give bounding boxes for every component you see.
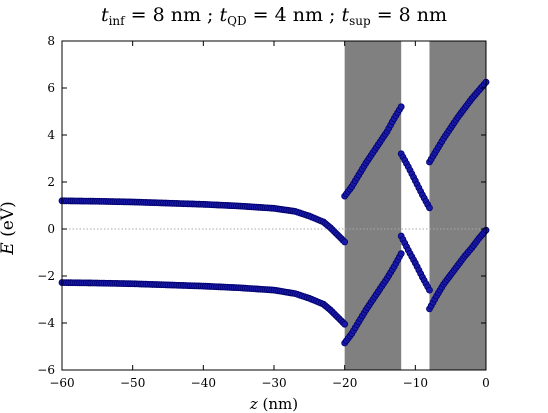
chart-title: tinf = 8 nm ; tQD = 4 nm ; tsup = 8 nm xyxy=(0,4,548,28)
title-part-qd: tQD = 4 nm ; xyxy=(219,4,342,28)
x-tick-label: −50 xyxy=(120,376,145,390)
x-tick-label: −40 xyxy=(191,376,216,390)
y-tick-label: −6 xyxy=(37,363,55,377)
y-tick-label: 2 xyxy=(47,175,55,189)
y-tick-label: −4 xyxy=(37,316,55,330)
shaded-region-0 xyxy=(344,41,402,370)
x-tick-label: −30 xyxy=(261,376,286,390)
y-tick-label: −2 xyxy=(37,269,55,283)
data-point xyxy=(426,204,433,212)
series-upper-sup xyxy=(426,78,490,166)
title-part-sup: tsup = 8 nm xyxy=(341,4,448,28)
x-tick-label: −10 xyxy=(403,376,428,390)
series-upper-bulk xyxy=(58,197,349,246)
y-tick-label: 4 xyxy=(47,128,55,142)
data-point xyxy=(426,286,433,294)
x-axis-label: z (nm) xyxy=(249,395,299,413)
series-lower-sup xyxy=(426,226,490,313)
x-tick-label: −20 xyxy=(332,376,357,390)
data-point xyxy=(397,250,405,258)
series-lower-qd xyxy=(397,232,433,294)
x-tick-label: −60 xyxy=(49,376,74,390)
series-upper-inf xyxy=(341,103,405,200)
y-axis-label: E (eV) xyxy=(0,201,18,255)
data-point xyxy=(341,320,349,328)
data-point xyxy=(341,238,349,246)
data-point xyxy=(397,103,405,111)
title-part-inf: tinf = 8 nm ; xyxy=(100,4,220,28)
y-tick-label: 0 xyxy=(47,222,55,236)
series-lower-inf xyxy=(341,250,405,347)
x-tick-label: 0 xyxy=(482,376,490,390)
y-tick-label: 6 xyxy=(47,81,55,95)
y-tick-label: 8 xyxy=(47,34,55,48)
series-upper-qd xyxy=(397,150,433,212)
series-lower-bulk xyxy=(58,279,349,328)
